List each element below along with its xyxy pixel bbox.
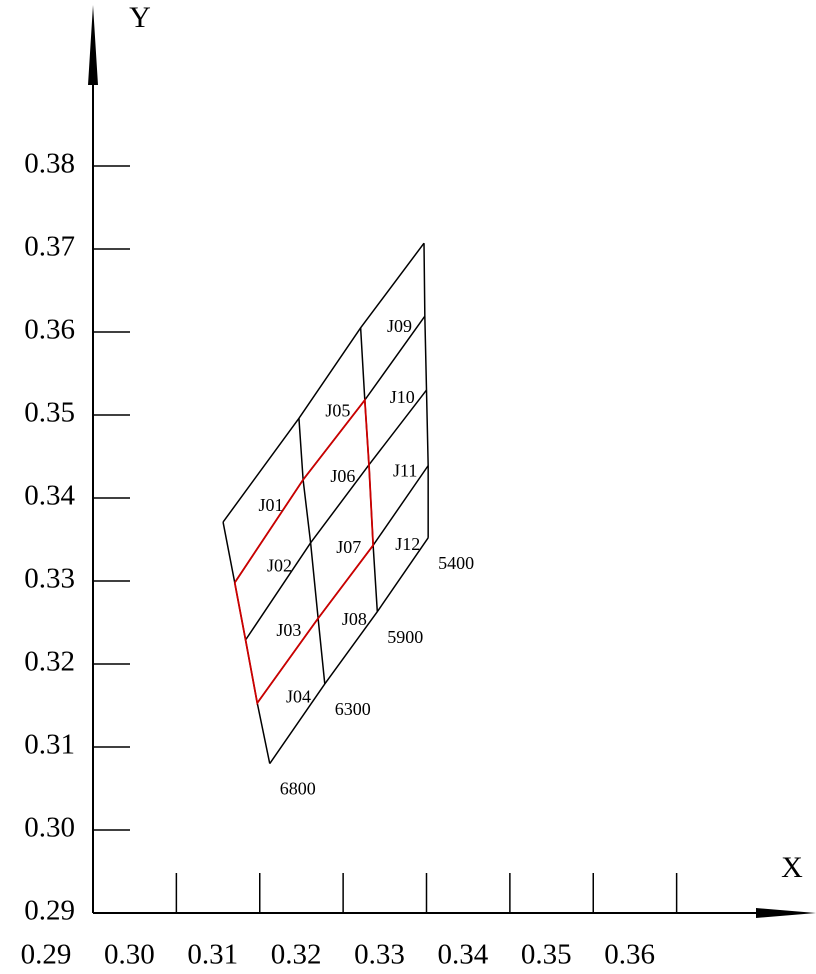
y-arrow bbox=[88, 5, 98, 85]
bin-label: J09 bbox=[387, 316, 412, 336]
y-tick-label: 0.34 bbox=[24, 480, 75, 512]
grid-col-line bbox=[298, 418, 326, 684]
x-tick-label: 0.33 bbox=[354, 939, 405, 971]
bin-label: J05 bbox=[325, 401, 350, 421]
y-tick-label: 0.38 bbox=[24, 148, 75, 180]
y-tick-label: 0.35 bbox=[24, 397, 75, 429]
cct-label: 6800 bbox=[280, 779, 316, 799]
y-tick-label: 0.29 bbox=[24, 895, 75, 927]
bin-label: J07 bbox=[336, 537, 361, 557]
highlight-outline bbox=[233, 397, 375, 706]
x-arrow bbox=[756, 908, 816, 918]
y-tick-label: 0.32 bbox=[24, 646, 75, 678]
bin-label: J01 bbox=[258, 495, 283, 515]
bin-label: J03 bbox=[276, 620, 301, 640]
bin-label: J06 bbox=[330, 466, 355, 486]
cct-label: 5900 bbox=[387, 627, 423, 647]
grid-row-line bbox=[244, 389, 428, 641]
bin-label: J12 bbox=[395, 534, 420, 554]
bin-label: J10 bbox=[390, 387, 415, 407]
x-tick-label: 0.36 bbox=[604, 939, 655, 971]
y-axis-label: Y bbox=[129, 1, 151, 34]
cct-label: 6300 bbox=[335, 699, 371, 719]
x-tick-label: 0.34 bbox=[438, 939, 489, 971]
x-tick-label: 0.35 bbox=[521, 939, 572, 971]
x-tick-label: 0.31 bbox=[187, 939, 238, 971]
y-tick-label: 0.37 bbox=[24, 231, 75, 263]
grid-col-line bbox=[423, 243, 429, 538]
x-axis-label: X bbox=[781, 851, 803, 884]
cct-label: 5400 bbox=[438, 553, 474, 573]
x-tick-label: 0.32 bbox=[271, 939, 322, 971]
y-tick-label: 0.33 bbox=[24, 563, 75, 595]
y-tick-label: 0.30 bbox=[24, 812, 75, 844]
x-tick-label: 0.30 bbox=[104, 939, 155, 971]
y-tick-label: 0.31 bbox=[24, 729, 75, 761]
bin-label: J04 bbox=[286, 686, 311, 706]
bin-label: J02 bbox=[267, 555, 292, 575]
bin-label: J08 bbox=[342, 609, 367, 629]
grid-row-line bbox=[222, 242, 425, 523]
x-tick-label: 0.29 bbox=[21, 939, 72, 971]
grid-row-line bbox=[269, 537, 429, 765]
bin-label: J11 bbox=[393, 461, 417, 481]
y-tick-label: 0.36 bbox=[24, 314, 75, 346]
